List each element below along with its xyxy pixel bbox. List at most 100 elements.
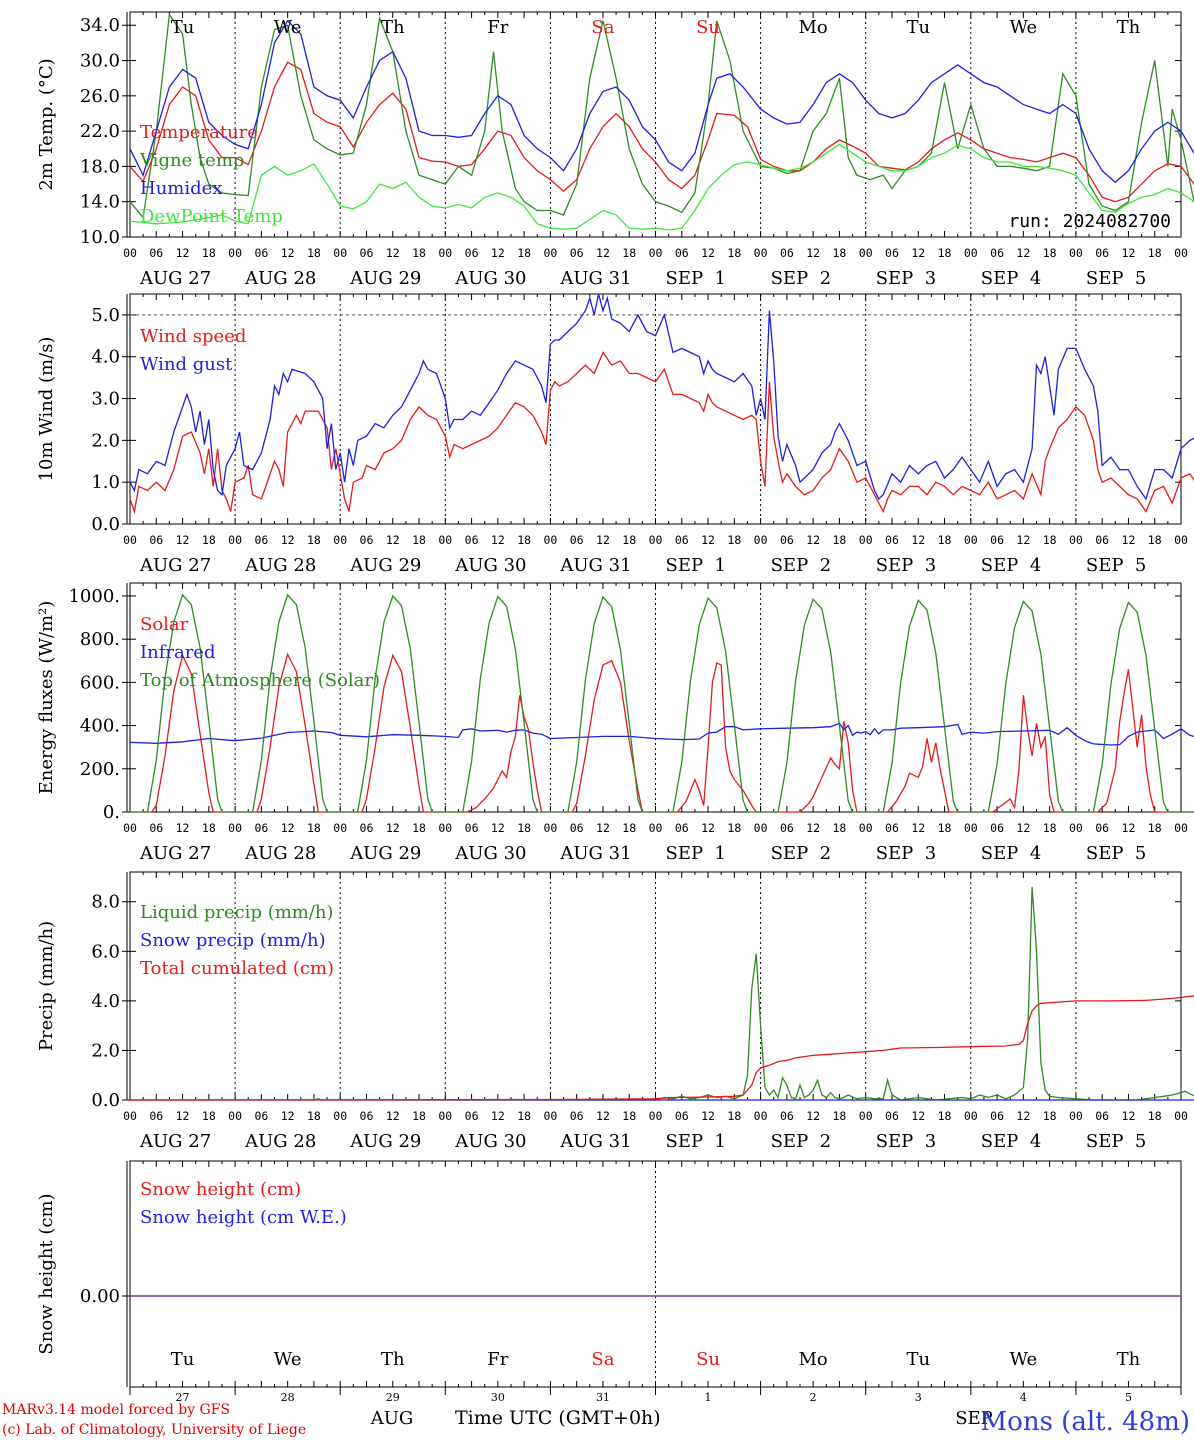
hour-label: 06 (254, 246, 268, 260)
hour-label: 06 (149, 246, 163, 260)
hour-label: 06 (465, 533, 479, 547)
hour-label: 12 (1016, 821, 1030, 835)
hour-label: 06 (570, 246, 584, 260)
hour-label: 18 (938, 821, 952, 835)
day-name: Tu (906, 1349, 930, 1370)
panel-wind: 0.0 1.0 2.0 3.0 4.0 5.0 10m Wind (m/s) 00 06 12 18… (36, 293, 1194, 576)
hour-label: 12 (596, 533, 610, 547)
legend-entry: Vigne temp (139, 150, 244, 171)
date-label: AUG 27 (139, 268, 211, 289)
hour-label: 12 (1122, 821, 1136, 835)
day-name: Fr (487, 17, 508, 38)
hour-label: 00 (123, 1109, 137, 1123)
hour-label: 12 (176, 533, 190, 547)
day-name: Th (1117, 1349, 1141, 1370)
legend-entry: Total cumulated (cm) (140, 958, 334, 979)
day-name: Sa (591, 1349, 614, 1370)
series-line-solar (130, 652, 1194, 813)
legend-entry: Temperature (140, 122, 258, 143)
hour-label: 18 (412, 533, 426, 547)
hour-label: 06 (254, 1109, 268, 1123)
date-label: SEP 3 (876, 268, 936, 289)
hour-label: 12 (491, 533, 505, 547)
hour-label: 18 (832, 246, 846, 260)
hour-label: 00 (859, 1109, 873, 1123)
day-number: 4 (1020, 1391, 1027, 1404)
hour-label: 00 (859, 821, 873, 835)
hour-label: 12 (911, 533, 925, 547)
hour-label: 06 (780, 533, 794, 547)
date-label: AUG 28 (244, 843, 316, 864)
hour-label: 18 (412, 246, 426, 260)
date-label: SEP 2 (771, 843, 831, 864)
hour-label: 12 (701, 533, 715, 547)
hour-label: 12 (911, 246, 925, 260)
date-label: SEP 2 (771, 1131, 831, 1152)
date-label: AUG 28 (244, 268, 316, 289)
hour-label: 00 (1069, 1109, 1083, 1123)
hour-label: 12 (1016, 246, 1030, 260)
date-label: AUG 28 (244, 555, 316, 576)
series-line-liquid-precip-mm-h- (130, 886, 1194, 1101)
hour-label: 00 (1069, 246, 1083, 260)
hour-label: 00 (543, 533, 557, 547)
hour-label: 00 (649, 533, 663, 547)
hour-label: 06 (780, 821, 794, 835)
hour-label: 12 (701, 1109, 715, 1123)
hour-label: 00 (1069, 821, 1083, 835)
hour-label: 18 (1148, 1109, 1162, 1123)
date-label: SEP 1 (666, 268, 726, 289)
y-tick-label: 4.0 (91, 991, 120, 1012)
month-label-aug: AUG (370, 1408, 414, 1429)
hour-label: 18 (622, 821, 636, 835)
legend-entry: Humidex (140, 178, 222, 199)
hour-label: 18 (202, 821, 216, 835)
hour-label: 12 (176, 821, 190, 835)
hour-label: 06 (254, 533, 268, 547)
run-annotation: run: 2024082700 (1008, 211, 1171, 232)
hour-label: 00 (123, 533, 137, 547)
y-tick-label: 8.0 (91, 892, 120, 913)
y-tick-label: 2.0 (91, 1040, 120, 1061)
hour-label: 00 (649, 246, 663, 260)
hour-label: 06 (465, 246, 479, 260)
hour-label: 00 (649, 821, 663, 835)
hour-label: 06 (149, 821, 163, 835)
hour-label: 12 (386, 533, 400, 547)
y-tick-label: 6.0 (91, 941, 120, 962)
hour-label: 06 (885, 246, 899, 260)
hour-label: 12 (1122, 1109, 1136, 1123)
hour-label: 18 (517, 246, 531, 260)
date-label: AUG 31 (559, 268, 631, 289)
hour-label: 00 (543, 821, 557, 835)
hour-label: 06 (570, 1109, 584, 1123)
hour-label: 00 (333, 1109, 347, 1123)
hour-label: 06 (990, 246, 1004, 260)
y-tick-label: 200. (80, 759, 120, 780)
day-name: Su (696, 1349, 720, 1370)
y-tick-label: 400. (80, 716, 120, 737)
series-line-total-cumulated-cm- (129, 995, 1194, 1101)
hour-label: 06 (885, 821, 899, 835)
hour-label: 18 (1148, 821, 1162, 835)
hour-label: 18 (1148, 533, 1162, 547)
hour-label: 18 (307, 533, 321, 547)
day-name: Tu (906, 17, 930, 38)
day-name: We (274, 1349, 302, 1370)
day-name: Mo (799, 17, 828, 38)
hour-label: 00 (438, 1109, 452, 1123)
day-number: 29 (386, 1391, 400, 1404)
date-label: SEP 4 (981, 1131, 1041, 1152)
hour-label: 12 (281, 1109, 295, 1123)
hour-label: 18 (938, 246, 952, 260)
y-axis-label: 10m Wind (m/s) (36, 337, 57, 482)
hour-label: 12 (281, 246, 295, 260)
date-label: AUG 30 (454, 555, 526, 576)
hour-label: 18 (412, 821, 426, 835)
hour-label: 18 (938, 1109, 952, 1123)
hour-label: 18 (1043, 1109, 1057, 1123)
hour-label: 18 (622, 533, 636, 547)
date-label: AUG 29 (349, 555, 421, 576)
hour-label: 18 (727, 533, 741, 547)
